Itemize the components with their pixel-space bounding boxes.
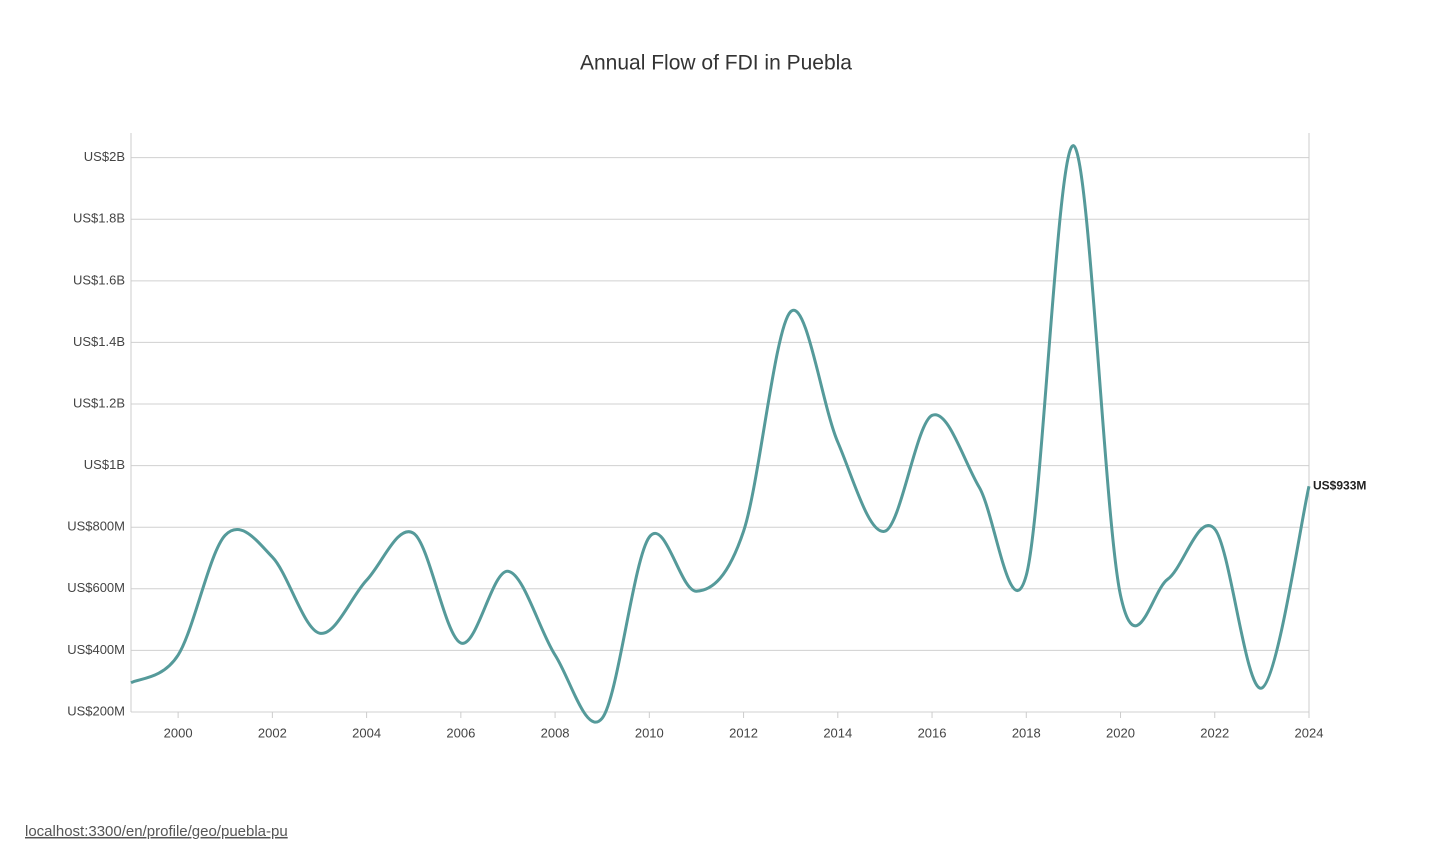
y-tick-label: US$600M xyxy=(67,580,125,595)
chart-title: Annual Flow of FDI in Puebla xyxy=(580,52,852,75)
x-tick-label: 2024 xyxy=(1295,725,1324,740)
x-tick-label: 2012 xyxy=(729,725,758,740)
y-tick-label: US$1.2B xyxy=(73,395,125,410)
x-tick-label: 2004 xyxy=(352,725,381,740)
x-tick-label: 2022 xyxy=(1200,725,1229,740)
y-tick-label: US$1.6B xyxy=(73,272,125,287)
value-label: US$933M xyxy=(1313,478,1366,492)
y-tick-label: US$200M xyxy=(67,703,125,718)
y-tick-label: US$1.8B xyxy=(73,211,125,226)
line xyxy=(130,144,1311,724)
x-tick-label: 2002 xyxy=(258,725,287,740)
y-tick-label: US$2B xyxy=(84,149,125,164)
x-tick-label: 2006 xyxy=(446,725,475,740)
x-tick-label: 2010 xyxy=(635,725,664,740)
y-tick-label: US$1.4B xyxy=(73,334,125,349)
x-tick-label: 2000 xyxy=(164,725,193,740)
x-tick-label: 2008 xyxy=(541,725,570,740)
y-tick-label: US$800M xyxy=(67,519,125,534)
x-tick-label: 2014 xyxy=(823,725,852,740)
y-tick-label: US$400M xyxy=(67,642,125,657)
x-tick-label: 2016 xyxy=(918,725,947,740)
y-tick-label: US$1B xyxy=(84,457,125,472)
x-tick-label: 2020 xyxy=(1106,725,1135,740)
x-tick-label: 2018 xyxy=(1012,725,1041,740)
footer-link[interactable]: localhost:3300/en/profile/geo/puebla-pu xyxy=(25,823,288,840)
